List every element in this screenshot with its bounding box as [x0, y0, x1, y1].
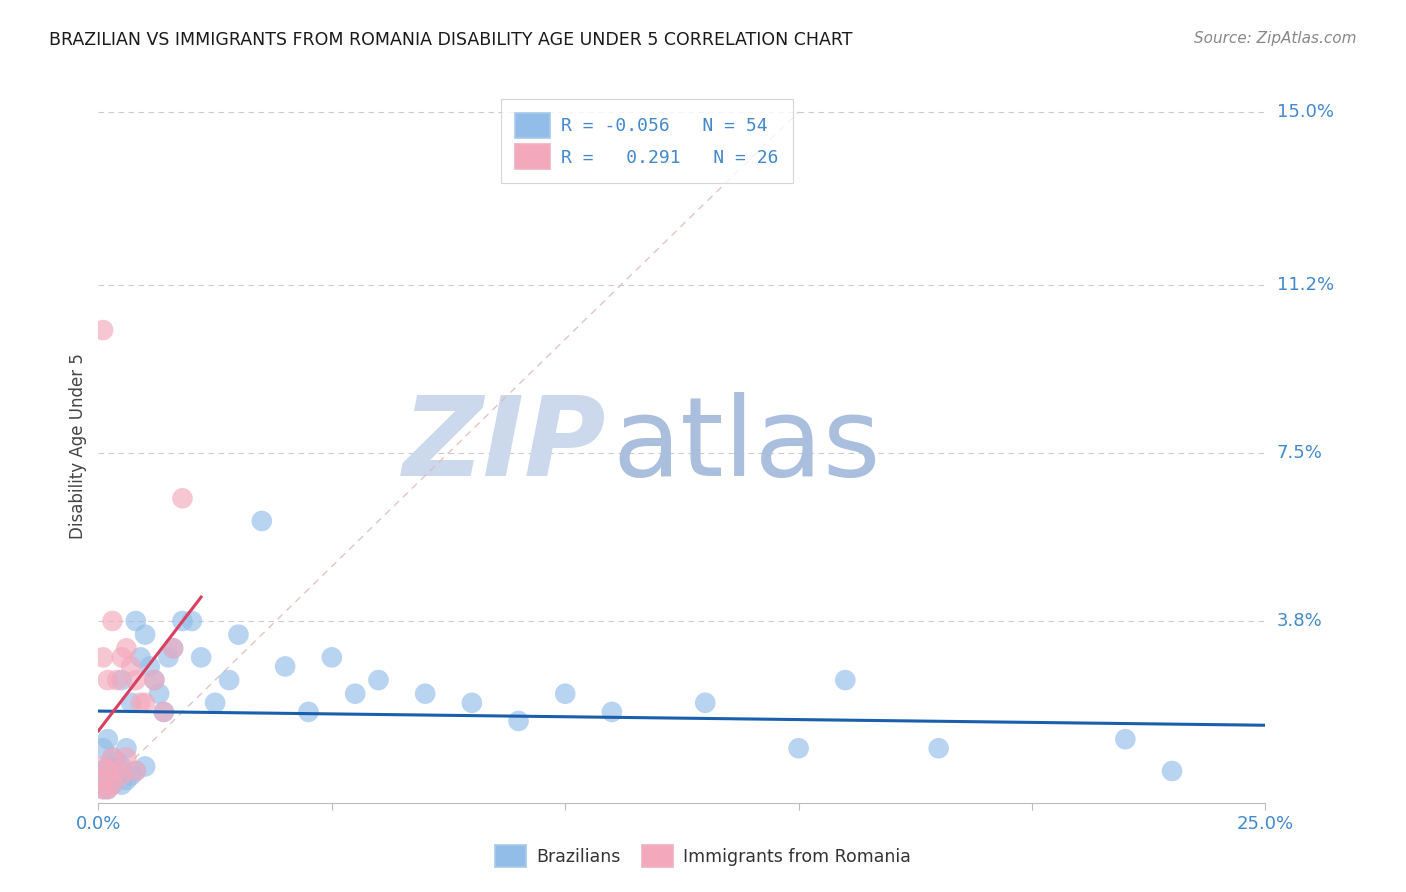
- Point: [162, 641, 184, 656]
- Point: [297, 705, 319, 719]
- Point: [139, 659, 162, 673]
- Point: [928, 741, 950, 756]
- Point: [152, 705, 174, 719]
- Point: [105, 673, 128, 687]
- Point: [143, 673, 166, 687]
- Point: [344, 687, 367, 701]
- Point: [787, 741, 810, 756]
- Point: [834, 673, 856, 687]
- Point: [180, 614, 202, 628]
- Point: [91, 782, 114, 797]
- Point: [101, 778, 124, 792]
- Point: [91, 773, 114, 788]
- Point: [157, 650, 180, 665]
- Point: [115, 750, 138, 764]
- Point: [367, 673, 389, 687]
- Point: [148, 687, 170, 701]
- Point: [101, 614, 124, 628]
- Point: [111, 673, 134, 687]
- Point: [105, 755, 128, 769]
- Point: [91, 773, 114, 788]
- Point: [1114, 732, 1136, 747]
- Point: [125, 614, 148, 628]
- Point: [190, 650, 212, 665]
- Point: [172, 614, 194, 628]
- Point: [105, 768, 128, 782]
- Text: 15.0%: 15.0%: [1277, 103, 1333, 121]
- Point: [125, 764, 148, 778]
- Point: [134, 627, 156, 641]
- Point: [91, 650, 114, 665]
- Point: [101, 778, 124, 792]
- Point: [250, 514, 273, 528]
- Point: [120, 768, 142, 782]
- Point: [97, 673, 120, 687]
- Point: [172, 491, 194, 506]
- Point: [111, 778, 134, 792]
- Point: [91, 741, 114, 756]
- Text: 11.2%: 11.2%: [1277, 276, 1334, 293]
- Point: [204, 696, 226, 710]
- Point: [115, 773, 138, 788]
- Legend: Brazilians, Immigrants from Romania: Brazilians, Immigrants from Romania: [488, 838, 918, 874]
- Text: BRAZILIAN VS IMMIGRANTS FROM ROMANIA DISABILITY AGE UNDER 5 CORRELATION CHART: BRAZILIAN VS IMMIGRANTS FROM ROMANIA DIS…: [49, 31, 852, 49]
- Point: [143, 673, 166, 687]
- Point: [115, 741, 138, 756]
- Point: [695, 696, 717, 710]
- Point: [413, 687, 436, 701]
- Point: [600, 705, 623, 719]
- Point: [91, 323, 114, 337]
- Point: [134, 696, 156, 710]
- Legend: R = -0.056   N = 54, R =   0.291   N = 26: R = -0.056 N = 54, R = 0.291 N = 26: [501, 99, 793, 183]
- Point: [97, 759, 120, 773]
- Point: [115, 641, 138, 656]
- Point: [554, 687, 576, 701]
- Point: [321, 650, 343, 665]
- Text: 7.5%: 7.5%: [1277, 444, 1323, 462]
- Point: [162, 641, 184, 656]
- Point: [508, 714, 530, 728]
- Point: [111, 759, 134, 773]
- Point: [129, 650, 152, 665]
- Text: ZIP: ZIP: [402, 392, 606, 500]
- Point: [228, 627, 250, 641]
- Point: [97, 782, 120, 797]
- Point: [125, 764, 148, 778]
- Point: [91, 782, 114, 797]
- Point: [105, 764, 128, 778]
- Point: [134, 759, 156, 773]
- Point: [274, 659, 297, 673]
- Point: [91, 759, 114, 773]
- Point: [1161, 764, 1184, 778]
- Point: [120, 659, 142, 673]
- Y-axis label: Disability Age Under 5: Disability Age Under 5: [69, 353, 87, 539]
- Point: [125, 673, 148, 687]
- Point: [101, 750, 124, 764]
- Point: [461, 696, 484, 710]
- Text: 3.8%: 3.8%: [1277, 612, 1322, 630]
- Point: [97, 782, 120, 797]
- Text: atlas: atlas: [612, 392, 880, 500]
- Text: Source: ZipAtlas.com: Source: ZipAtlas.com: [1194, 31, 1357, 46]
- Point: [111, 768, 134, 782]
- Point: [97, 773, 120, 788]
- Point: [97, 732, 120, 747]
- Point: [101, 750, 124, 764]
- Point: [120, 696, 142, 710]
- Point: [91, 764, 114, 778]
- Point: [111, 650, 134, 665]
- Point: [218, 673, 240, 687]
- Point: [101, 764, 124, 778]
- Point: [129, 696, 152, 710]
- Point: [97, 764, 120, 778]
- Point: [152, 705, 174, 719]
